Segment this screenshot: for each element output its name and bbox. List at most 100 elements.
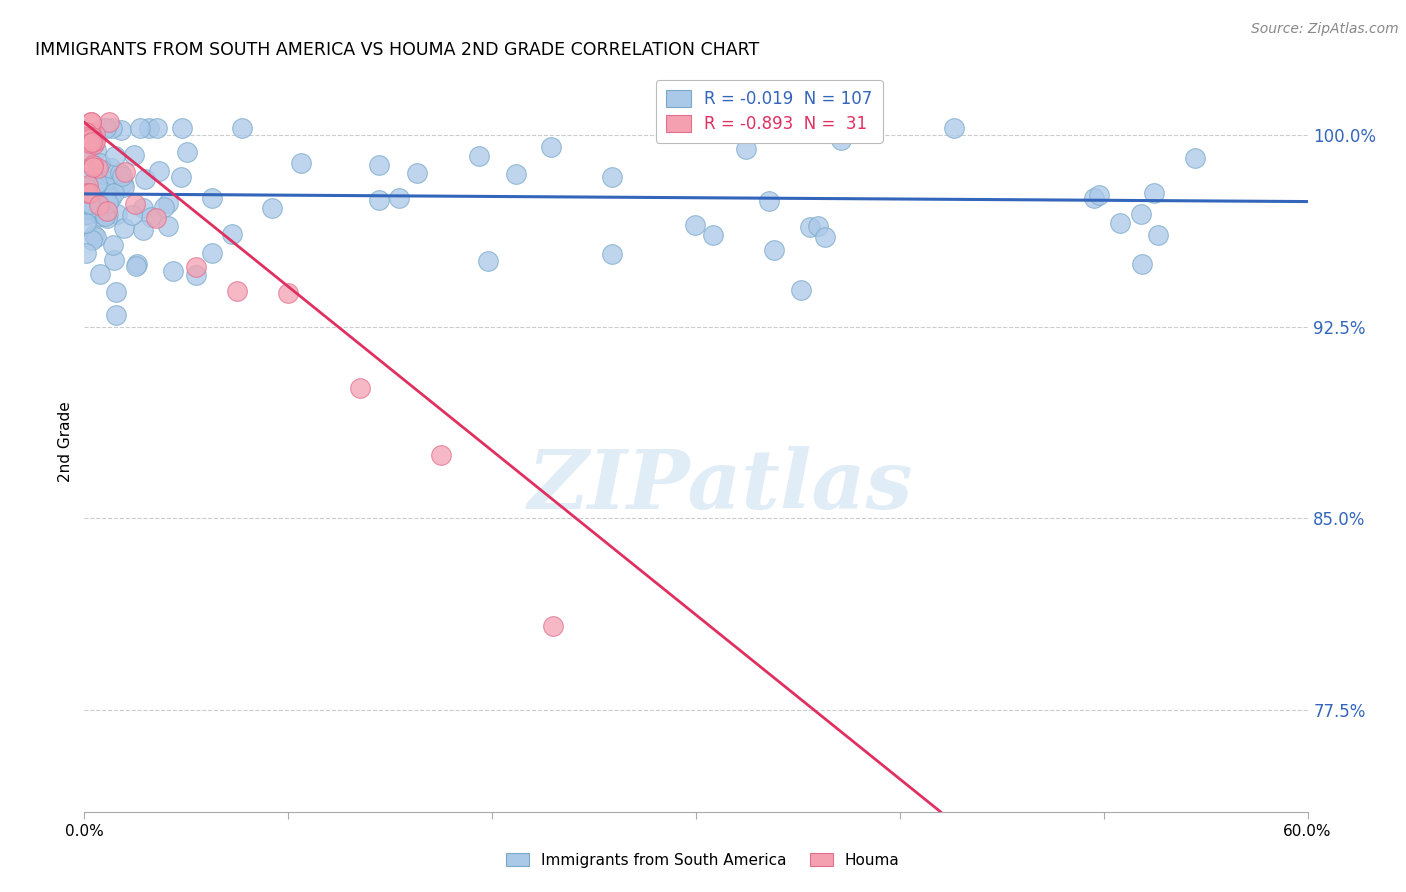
Point: [468, 149, 491, 163]
Point: [169, 170, 191, 185]
Point: [76, 186, 98, 201]
Point: [87, 161, 110, 175]
Point: [86, 230, 108, 244]
Point: [80, 115, 103, 129]
Point: [132, 223, 155, 237]
Point: [75, 216, 97, 230]
Point: [125, 257, 148, 271]
Point: [79, 196, 101, 211]
Point: [1088, 188, 1111, 202]
Point: [221, 227, 243, 242]
Point: [735, 143, 758, 157]
Point: [82, 135, 104, 149]
Point: [157, 196, 180, 211]
Point: [79, 196, 101, 211]
Point: [75, 174, 97, 188]
Point: [1083, 191, 1105, 205]
Point: [124, 197, 146, 211]
Point: [367, 158, 389, 172]
Point: [82, 160, 104, 174]
Point: [103, 253, 125, 268]
Point: [114, 165, 136, 179]
Point: [290, 156, 312, 170]
Point: [134, 171, 156, 186]
Point: [83, 227, 105, 242]
Point: [101, 121, 124, 136]
Point: [129, 120, 152, 135]
Point: [388, 191, 411, 205]
Point: [112, 179, 135, 194]
Point: [146, 120, 169, 135]
Point: [226, 284, 249, 298]
Point: [125, 259, 148, 273]
Point: [77, 132, 100, 146]
Point: [97, 195, 120, 210]
Point: [79, 202, 101, 217]
Point: [943, 120, 966, 135]
Point: [600, 247, 623, 261]
Point: [84, 134, 107, 148]
Point: [105, 207, 128, 221]
Point: [368, 193, 391, 207]
Point: [153, 200, 176, 214]
Point: [277, 285, 299, 300]
Point: [1130, 207, 1153, 221]
Point: [602, 169, 624, 184]
Point: [80, 200, 103, 214]
Point: [87, 206, 110, 220]
Point: [184, 268, 207, 282]
Point: [76, 129, 98, 144]
Point: [260, 202, 283, 216]
Point: [91, 179, 114, 194]
Point: [77, 178, 100, 192]
Point: [543, 619, 565, 633]
Point: [122, 147, 145, 161]
Point: [176, 145, 198, 160]
Point: [96, 211, 118, 226]
Point: [121, 208, 143, 222]
Point: [89, 267, 111, 281]
Point: [200, 246, 222, 260]
Point: [683, 218, 706, 232]
Point: [89, 155, 111, 169]
Point: [83, 137, 105, 152]
Point: [86, 176, 108, 190]
Point: [98, 115, 121, 129]
Point: [105, 285, 128, 299]
Point: [96, 120, 118, 135]
Point: [1130, 257, 1153, 271]
Point: [758, 194, 780, 208]
Point: [97, 207, 120, 221]
Point: [84, 143, 107, 157]
Point: [103, 186, 125, 201]
Point: [104, 149, 127, 163]
Point: [77, 202, 100, 216]
Point: [111, 169, 134, 183]
Point: [79, 153, 101, 167]
Point: [90, 209, 112, 223]
Point: [80, 130, 103, 145]
Point: [79, 136, 101, 150]
Text: ZIPatlas: ZIPatlas: [527, 446, 912, 526]
Point: [540, 140, 562, 154]
Point: [1108, 216, 1130, 230]
Point: [100, 191, 122, 205]
Point: [91, 120, 114, 135]
Point: [104, 308, 127, 322]
Legend: Immigrants from South America, Houma: Immigrants from South America, Houma: [499, 845, 907, 875]
Point: [80, 126, 103, 140]
Point: [79, 115, 101, 129]
Point: [76, 208, 98, 222]
Point: [100, 161, 122, 175]
Point: [84, 127, 107, 141]
Point: [799, 219, 821, 234]
Point: [162, 263, 184, 277]
Text: IMMIGRANTS FROM SOUTH AMERICA VS HOUMA 2ND GRADE CORRELATION CHART: IMMIGRANTS FROM SOUTH AMERICA VS HOUMA 2…: [35, 41, 759, 59]
Point: [139, 211, 162, 225]
Point: [112, 220, 135, 235]
Point: [77, 128, 100, 143]
Point: [75, 143, 97, 157]
Point: [790, 283, 813, 297]
Y-axis label: 2nd Grade: 2nd Grade: [58, 401, 73, 482]
Point: [406, 166, 429, 180]
